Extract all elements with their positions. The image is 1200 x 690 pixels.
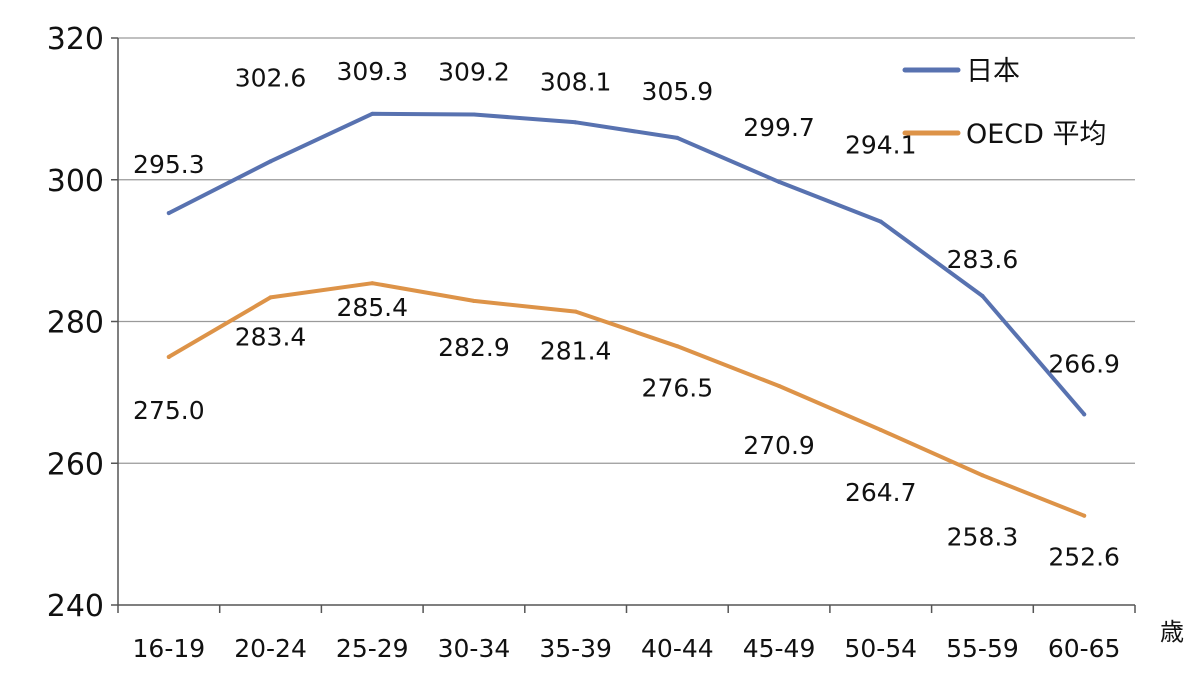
x-tick-label: 30-34 [438, 634, 511, 663]
x-tick-label: 16-19 [133, 634, 206, 663]
data-label: 283.4 [235, 322, 307, 351]
x-tick-label: 45-49 [743, 634, 816, 663]
data-point [370, 111, 375, 116]
data-point [471, 298, 476, 303]
x-axis-unit: 歳 [1160, 618, 1184, 646]
data-point [878, 219, 883, 224]
x-tick-label: 20-24 [234, 634, 307, 663]
legend: 日本 OECD 平均 [902, 56, 1107, 150]
data-label: 295.3 [133, 150, 205, 179]
data-point [166, 211, 171, 216]
data-point [980, 473, 985, 478]
data-point [980, 293, 985, 298]
axes [111, 37, 1136, 613]
data-label: 308.1 [540, 67, 612, 96]
data-point [573, 120, 578, 125]
data-label: 285.4 [336, 293, 408, 322]
data-point [777, 383, 782, 388]
x-tick-labels: 16-19 20-24 25-29 30-34 35-39 40-44 45-49 50-54… [133, 634, 1121, 663]
x-tick-label: 25-29 [336, 634, 409, 663]
data-point [1082, 513, 1087, 518]
legend-label: 日本 [966, 56, 1020, 87]
data-point [675, 344, 680, 349]
data-label: 264.7 [845, 478, 917, 507]
series-line-1 [166, 281, 1087, 518]
data-point [675, 135, 680, 140]
series-lines [166, 111, 1087, 518]
data-label: 309.2 [438, 58, 510, 87]
data-label: 305.9 [642, 77, 714, 106]
data-point [268, 295, 273, 300]
data-label: 258.3 [947, 522, 1019, 551]
data-label: 309.3 [336, 57, 408, 86]
data-point [1082, 412, 1087, 417]
data-label: 270.9 [743, 431, 815, 460]
x-tick-label: 50-54 [844, 634, 917, 663]
data-label: 302.6 [235, 63, 307, 92]
y-tick-label: 300 [47, 164, 104, 199]
data-label: 275.0 [133, 396, 205, 425]
data-point [166, 354, 171, 359]
legend-label: OECD 平均 [966, 119, 1107, 150]
data-label: 252.6 [1048, 543, 1120, 572]
data-label: 276.5 [642, 373, 714, 402]
x-tick-label: 35-39 [539, 634, 612, 663]
data-point [268, 159, 273, 164]
data-label: 282.9 [438, 333, 510, 362]
grid-lines [118, 37, 1135, 464]
data-label: 266.9 [1048, 349, 1120, 378]
data-point [370, 281, 375, 286]
x-tick-label: 60-65 [1048, 634, 1121, 663]
data-point [878, 427, 883, 432]
data-point [573, 309, 578, 314]
data-label: 283.6 [947, 245, 1019, 274]
y-tick-label: 320 [47, 22, 104, 57]
y-tick-labels: 240 260 280 300 320 [47, 22, 104, 624]
series-line-0 [166, 111, 1087, 417]
data-point [471, 112, 476, 117]
data-label: 281.4 [540, 337, 612, 366]
data-label: 299.7 [743, 113, 815, 142]
y-tick-label: 260 [47, 447, 104, 482]
y-tick-label: 280 [47, 306, 104, 341]
data-point [777, 179, 782, 184]
y-tick-label: 240 [47, 589, 104, 624]
x-tick-label: 55-59 [946, 634, 1019, 663]
x-tick-label: 40-44 [641, 634, 714, 663]
